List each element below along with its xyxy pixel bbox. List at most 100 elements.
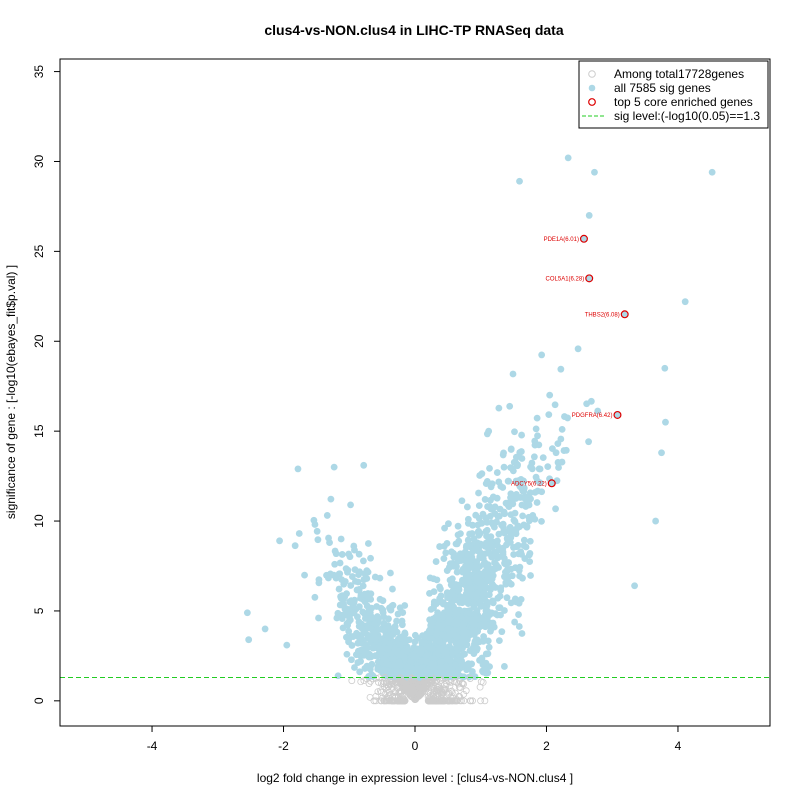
sig-gene-point — [507, 599, 515, 607]
sig-gene-point — [495, 404, 503, 412]
sig-gene-point — [518, 501, 526, 509]
sig-gene-point — [454, 670, 462, 678]
sig-gene-point — [583, 400, 591, 408]
sig-gene-point — [315, 614, 322, 622]
sig-gene-point — [315, 579, 323, 587]
sig-gene-point — [436, 583, 443, 591]
sig-gene-point — [585, 212, 593, 219]
x-axis-label: log2 fold change in expression level : [… — [257, 771, 573, 785]
sig-gene-point — [510, 544, 517, 551]
sig-gene-point — [434, 611, 442, 619]
sig-gene-point — [519, 512, 527, 520]
sig-gene-point — [661, 364, 669, 372]
x-tick-label: 2 — [543, 739, 550, 753]
sig-gene-point — [398, 617, 406, 625]
sig-gene-point — [323, 571, 330, 579]
sig-gene-point — [475, 489, 482, 497]
sig-gene-point — [437, 598, 444, 606]
sig-gene-point — [397, 662, 404, 669]
sig-gene-point — [478, 519, 486, 527]
sig-gene-point — [459, 635, 467, 643]
sig-gene-point — [283, 641, 291, 649]
sig-gene-point — [437, 592, 445, 600]
sig-gene-point — [401, 602, 409, 609]
sig-gene-point — [518, 630, 526, 637]
sig-gene-point — [332, 550, 340, 558]
sig-gene-point — [380, 666, 388, 674]
sig-gene-point — [506, 538, 514, 546]
sig-gene-point — [538, 517, 545, 525]
sig-gene-point — [496, 592, 504, 600]
sig-gene-point — [356, 668, 364, 676]
sig-gene-point — [475, 527, 483, 535]
sig-gene-point — [454, 522, 462, 530]
nonsig-gene-point — [366, 693, 374, 701]
sig-gene-point — [501, 573, 508, 581]
nonsig-gene-point — [384, 687, 392, 694]
sig-gene-point — [520, 521, 528, 529]
sig-gene-point — [429, 645, 436, 653]
sig-gene-point — [681, 298, 689, 306]
sig-gene-point — [346, 614, 353, 622]
sig-gene-point — [503, 560, 511, 568]
nonsig-gene-point — [476, 683, 484, 691]
sig-gene-point — [357, 639, 365, 647]
nonsig-gene-point — [370, 697, 378, 705]
sig-gene-point — [480, 589, 488, 597]
sig-gene-point — [521, 555, 529, 562]
sig-gene-point — [481, 570, 489, 578]
sig-gene-point — [379, 597, 387, 605]
sig-gene-point — [518, 431, 526, 439]
sig-gene-point — [291, 542, 299, 550]
sig-gene-point — [412, 654, 420, 661]
sig-gene-point — [539, 454, 547, 462]
sig-gene-point — [493, 469, 501, 476]
sig-gene-point — [482, 480, 490, 488]
sig-gene-point — [330, 571, 338, 579]
sig-gene-point — [387, 569, 394, 577]
sig-gene-point — [460, 673, 468, 681]
sig-gene-point — [426, 669, 434, 677]
legend-nonsig-symbol — [588, 70, 596, 78]
plot-frame — [59, 58, 771, 727]
sig-gene-point — [452, 661, 459, 669]
sig-gene-point — [441, 524, 448, 532]
sig-gene-point — [421, 657, 429, 665]
sig-gene-point — [511, 618, 519, 626]
nonsig-gene-point — [452, 697, 460, 705]
sig-gene-point — [527, 572, 534, 579]
sig-gene-point — [326, 539, 333, 547]
sig-gene-point — [515, 477, 523, 484]
sig-gene-point — [530, 453, 538, 461]
sig-gene-point — [473, 546, 481, 554]
sig-gene-point — [432, 558, 440, 565]
sig-gene-point — [574, 345, 582, 353]
sig-gene-point — [448, 649, 456, 657]
sig-gene-point — [631, 582, 638, 590]
sig-gene-point — [471, 640, 478, 648]
sig-gene-point — [520, 536, 528, 544]
sig-gene-point — [498, 628, 506, 636]
sig-gene-point — [521, 495, 529, 503]
sig-gene-point — [482, 659, 490, 667]
y-tick-label: 35 — [32, 65, 46, 79]
nonsig-gene-point — [477, 678, 485, 686]
sig-gene-point — [428, 660, 436, 668]
sig-gene-point — [464, 598, 472, 605]
sig-gene-point — [366, 665, 374, 673]
nonsig-gene-point — [448, 689, 456, 697]
sig-gene-point — [464, 629, 472, 637]
sig-gene-point — [367, 554, 374, 562]
sig-gene-point — [373, 603, 381, 610]
sig-gene-point — [591, 168, 598, 176]
sig-gene-point — [516, 449, 524, 456]
nonsig-gene-point — [466, 675, 474, 682]
top-gene-point — [585, 274, 594, 283]
sig-gene-point — [487, 627, 494, 635]
nonsig-gene-point — [393, 697, 400, 705]
sig-gene-point — [347, 582, 355, 589]
sig-gene-point — [430, 588, 438, 596]
sig-gene-point — [477, 622, 485, 630]
sig-gene-point — [449, 588, 456, 596]
sig-gene-point — [528, 465, 536, 473]
